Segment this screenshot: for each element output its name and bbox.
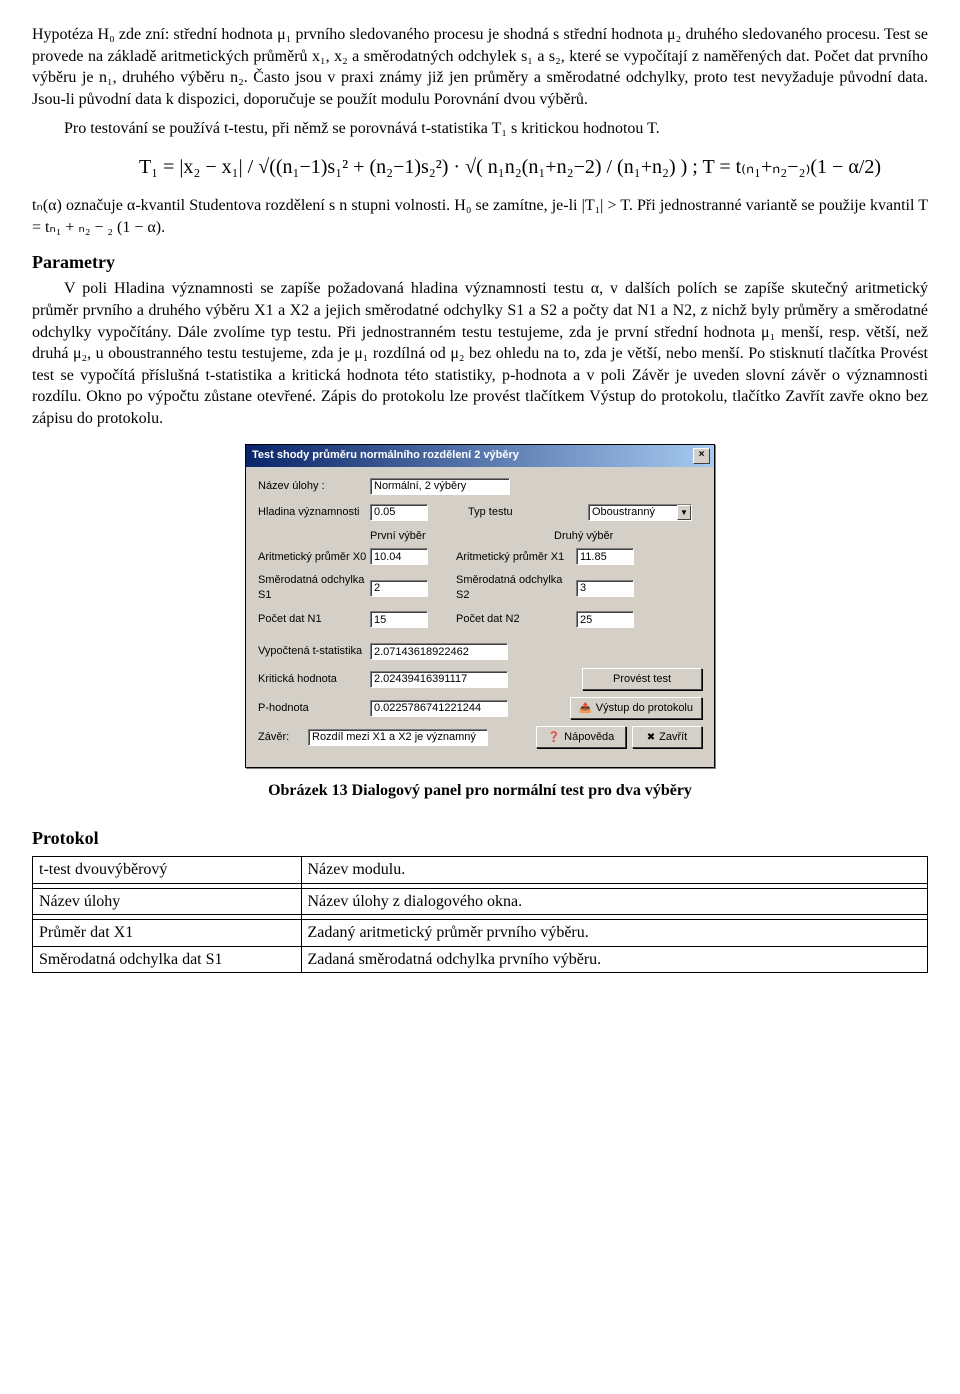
heading-parametry: Parametry [32,250,928,274]
label-alpha: Hladina významnosti [258,505,370,520]
label-first-selection: První výběr [370,529,490,544]
chevron-down-icon[interactable]: ▼ [677,505,691,520]
label-crit: Kritická hodnota [258,672,370,687]
output-zaver [308,729,488,746]
output-tstat [370,643,508,660]
protocol-table: t-test dvouvýběrovýNázev modulu. Název ú… [32,856,928,973]
input-n1[interactable] [370,611,428,628]
label-mean-x1: Aritmetický průměr X1 [456,550,576,565]
figure-caption: Obrázek 13 Dialogový panel pro normální … [32,780,928,802]
heading-protokol: Protokol [32,826,928,850]
close-icon[interactable]: × [693,448,710,464]
export-icon: 📤 [579,703,591,714]
label-zaver: Závěr: [258,730,308,745]
input-sd-s2[interactable] [576,580,634,597]
help-label: Nápověda [564,731,614,743]
formula-t-test: T₁ = |x₂ − x₁| / √((n₁−1)s₁² + (n₂−1)s₂²… [92,154,928,181]
dialog-window: Test shody průměru normálního rozdělení … [245,444,715,769]
input-mean-x1[interactable] [576,548,634,565]
input-n2[interactable] [576,611,634,628]
close-button[interactable]: ✖ Zavřít [632,726,702,748]
output-crit [370,671,508,688]
output-protocol-button[interactable]: 📤 Výstup do protokolu [570,697,702,719]
input-sd-s1[interactable] [370,580,428,597]
label-sd-s1: Směrodatná odchylka S1 [258,573,370,603]
input-alpha[interactable] [370,504,428,521]
run-test-button[interactable]: Provést test [582,668,702,690]
label-pval: P-hodnota [258,701,370,716]
table-row: t-test dvouvýběrovýNázev modulu. [33,857,928,884]
label-n2: Počet dat N2 [456,612,576,627]
input-mean-x0[interactable] [370,548,428,565]
label-tstat: Vypočtená t-statistika [258,644,370,659]
close-label: Zavřít [659,731,687,743]
paragraph-3: tₙ(α) označuje α-kvantil Studentova rozd… [32,195,928,238]
table-row: Název úlohyNázev úlohy z dialogového okn… [33,888,928,915]
help-button[interactable]: ❓ Nápověda [536,726,626,748]
label-sd-s2: Směrodatná odchylka S2 [456,573,576,603]
input-task-name[interactable] [370,478,510,495]
label-task-name: Název úlohy : [258,479,370,494]
dialog-titlebar: Test shody průměru normálního rozdělení … [246,445,714,467]
paragraph-2: Pro testování se používá t-testu, při ně… [32,118,928,140]
help-icon: ❓ [548,732,560,743]
close-x-icon: ✖ [647,732,655,743]
label-mean-x0: Aritmetický průměr X0 [258,550,370,565]
label-second-selection: Druhý výběr [554,529,613,544]
table-row: Směrodatná odchylka dat S1Zadaná směroda… [33,946,928,973]
table-row: Průměr dat X1Zadaný aritmetický průměr p… [33,920,928,947]
label-n1: Počet dat N1 [258,612,370,627]
paragraph-1: Hypotéza H₀ zde zní: střední hodnota μ₁ … [32,24,928,110]
output-protocol-label: Výstup do protokolu [596,702,693,714]
paragraph-4: V poli Hladina významnosti se zapíše pož… [32,278,928,429]
dialog-title: Test shody průměru normálního rozdělení … [252,448,519,463]
output-pval [370,700,508,717]
label-test-type: Typ testu [468,505,588,520]
